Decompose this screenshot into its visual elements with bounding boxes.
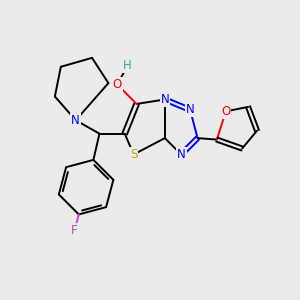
Text: O: O [221, 105, 230, 118]
Text: F: F [71, 224, 78, 237]
Text: N: N [160, 93, 169, 106]
Text: H: H [123, 59, 132, 72]
Text: N: N [186, 103, 194, 116]
Text: N: N [177, 148, 186, 161]
Text: N: N [71, 114, 80, 127]
Text: O: O [113, 78, 122, 91]
Text: S: S [130, 148, 137, 161]
